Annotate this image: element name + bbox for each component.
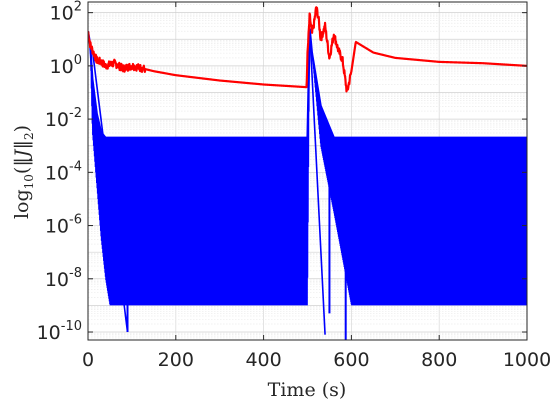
- y-tick-label: 10-4: [45, 159, 82, 184]
- x-tick-label: 1000: [503, 349, 551, 371]
- y-tick-label: 100: [50, 53, 82, 78]
- x-axis-label: Time (s): [268, 379, 347, 401]
- x-ticks: 0 200 400 600 800 1000: [82, 2, 551, 371]
- y-tick-label: 10-10: [37, 319, 82, 344]
- y-ticks: 102 100 10-2 10-4 10-6 10-8 10-10: [37, 0, 527, 344]
- y-tick-label: 10-6: [45, 213, 82, 238]
- x-tick-label: 600: [333, 349, 369, 371]
- x-tick-label: 200: [158, 349, 194, 371]
- y-tick-label: 10-2: [45, 106, 82, 131]
- y-tick-label: 10-8: [45, 266, 82, 291]
- y-axis-label: log10(‖J‖2): [11, 125, 36, 219]
- series-red-line: [88, 6, 527, 93]
- plot-frame: [87, 1, 528, 341]
- y-tick-label: 102: [50, 0, 82, 25]
- series-blue-decay: [308, 28, 326, 335]
- series-blue-decay: [91, 49, 129, 333]
- x-tick-label: 800: [421, 349, 457, 371]
- x-tick-label: 0: [82, 349, 94, 371]
- series-blue-envelope: [88, 28, 527, 139]
- series-layer: [88, 6, 527, 340]
- x-tick-label: 400: [245, 349, 281, 371]
